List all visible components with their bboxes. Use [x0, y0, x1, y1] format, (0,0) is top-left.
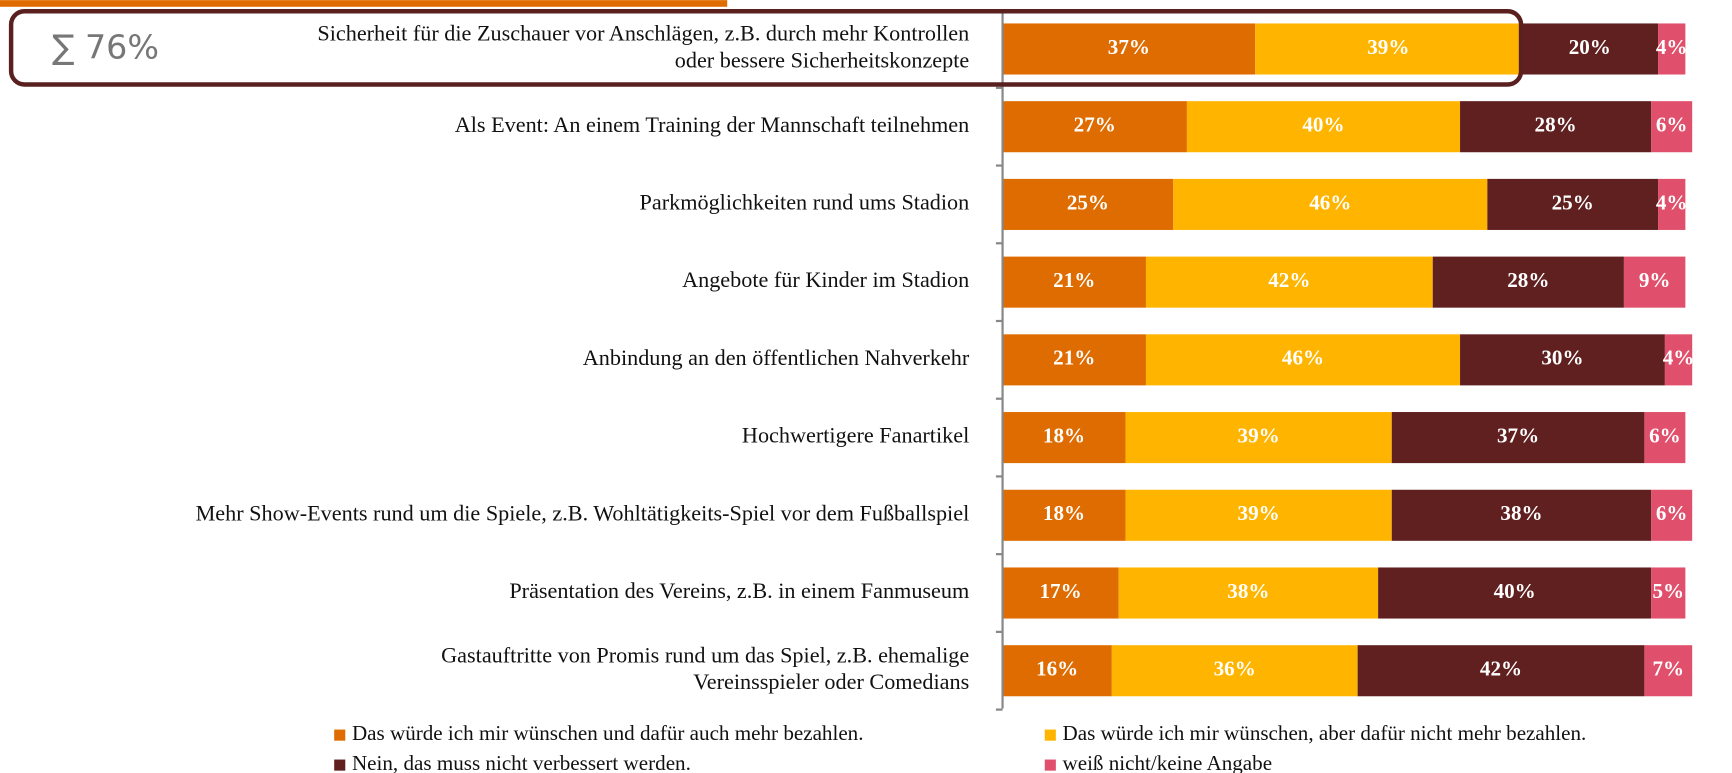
category-label: Präsentation des Vereins, z.B. in einem … — [509, 578, 969, 603]
bar-segment — [1111, 645, 1358, 697]
bar-segment — [1186, 101, 1461, 153]
value-label: 36% — [1214, 657, 1256, 681]
bar-segment — [1651, 101, 1693, 153]
bar-segment — [1651, 567, 1686, 619]
value-label: 37% — [1497, 423, 1539, 447]
legend-swatch — [334, 729, 346, 741]
bar-segment — [1002, 101, 1187, 153]
highlight-box — [8, 9, 1524, 87]
value-label: 4% — [1663, 346, 1695, 370]
bar-segment — [1125, 489, 1392, 541]
bar-segment — [1002, 567, 1119, 619]
value-label: 39% — [1238, 423, 1280, 447]
bar-segment — [1623, 256, 1686, 308]
legend-label: Nein, das muss nicht verbessert werden. — [352, 751, 691, 773]
bar-segment — [1644, 645, 1693, 697]
legend-swatch — [1044, 759, 1056, 771]
bar-segment — [1002, 489, 1126, 541]
value-label: 38% — [1500, 501, 1542, 525]
bar-segment — [1002, 334, 1146, 386]
bar-segment — [1644, 412, 1686, 464]
bar-segment — [1118, 567, 1379, 619]
legend-swatch — [1044, 729, 1056, 741]
value-label: 4% — [1656, 190, 1688, 214]
value-label: 7% — [1652, 657, 1684, 681]
value-label: 40% — [1302, 113, 1344, 137]
bar-segment — [1125, 412, 1392, 464]
legend-label: Das würde ich mir wünschen und dafür auc… — [352, 721, 864, 745]
bar-segment — [1002, 256, 1146, 308]
category-label: Mehr Show-Events rund um die Spiele, z.B… — [196, 500, 970, 525]
legend-label: Das würde ich mir wünschen, aber dafür n… — [1063, 721, 1587, 745]
value-label: 46% — [1309, 190, 1351, 214]
bar-segment — [1651, 489, 1693, 541]
value-label: 46% — [1282, 346, 1324, 370]
bar-segment — [1487, 178, 1659, 230]
bar-segment — [1173, 178, 1488, 230]
bar-segment — [1664, 334, 1693, 386]
legend-label: weiß nicht/keine Angabe — [1063, 751, 1273, 773]
category-label: Als Event: An einem Training der Mannsch… — [455, 112, 970, 137]
bar-segment — [1378, 567, 1652, 619]
value-label: 9% — [1639, 268, 1671, 292]
value-label: 4% — [1656, 35, 1688, 59]
category-label: Hochwertigere Fanartikel — [742, 423, 969, 448]
value-label: 25% — [1067, 190, 1109, 214]
bar-segment — [1255, 23, 1522, 75]
bar-segment — [1002, 178, 1174, 230]
value-label: 16% — [1036, 657, 1078, 681]
bar-segment — [1658, 178, 1686, 230]
bar-segment — [1002, 645, 1112, 697]
bar-segment — [1145, 256, 1433, 308]
bar-segment — [1432, 256, 1624, 308]
bar-segment — [1521, 23, 1659, 75]
value-label: 39% — [1367, 35, 1409, 59]
value-label: 6% — [1656, 501, 1688, 525]
value-label: 30% — [1541, 346, 1583, 370]
bar-segment — [1658, 23, 1686, 75]
sum-annotation: ∑ 76% — [52, 27, 159, 66]
value-label: 5% — [1652, 579, 1684, 603]
value-label: 6% — [1656, 113, 1688, 137]
category-label: Parkmöglichkeiten rund ums Stadion — [640, 190, 970, 215]
category-label: Gastauftritte von Promis rund um das Spi… — [441, 642, 969, 694]
bar-segment — [1145, 334, 1461, 386]
bar-segment — [1460, 334, 1665, 386]
value-label: 18% — [1043, 501, 1085, 525]
bar-segment — [1357, 645, 1645, 697]
value-label: 28% — [1507, 268, 1549, 292]
bar-segment — [1391, 489, 1652, 541]
bar-segment — [1391, 412, 1645, 464]
value-label: 42% — [1480, 657, 1522, 681]
value-label: 20% — [1569, 35, 1611, 59]
value-label: 25% — [1552, 190, 1594, 214]
value-label: 39% — [1238, 501, 1280, 525]
value-label: 28% — [1535, 113, 1577, 137]
value-label: 27% — [1074, 113, 1116, 137]
header-bar — [0, 0, 728, 7]
category-label: Anbindung an den öffentlichen Nahverkehr — [583, 345, 970, 370]
value-label: 6% — [1649, 423, 1681, 447]
value-label: 38% — [1227, 579, 1269, 603]
value-label: 18% — [1043, 423, 1085, 447]
bar-segment — [1460, 101, 1652, 153]
value-label: 17% — [1040, 579, 1082, 603]
value-label: 40% — [1494, 579, 1536, 603]
value-label: 21% — [1053, 268, 1095, 292]
category-label: Sicherheit für die Zuschauer vor Anschlä… — [317, 21, 969, 73]
value-label: 37% — [1108, 35, 1150, 59]
bar-segment — [1002, 412, 1126, 464]
category-label: Angebote für Kinder im Stadion — [682, 267, 969, 292]
value-label: 42% — [1268, 268, 1310, 292]
legend-swatch — [334, 759, 346, 771]
value-label: 21% — [1053, 346, 1095, 370]
bar-segment — [1002, 23, 1256, 75]
